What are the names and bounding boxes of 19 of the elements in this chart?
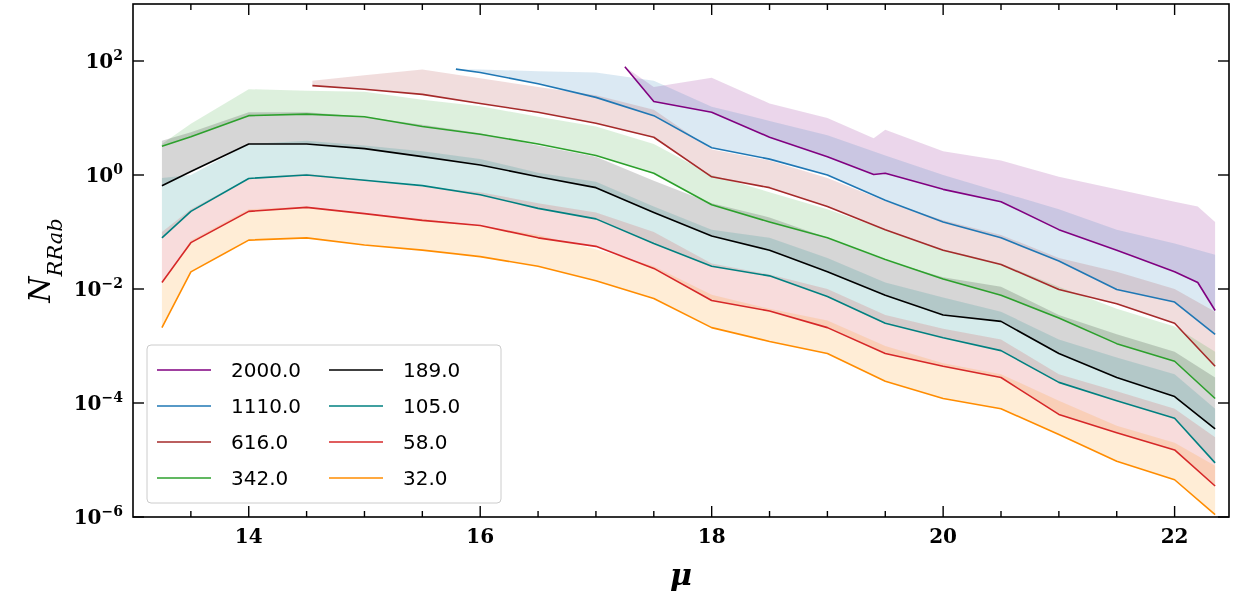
- legend-label: 32.0: [403, 466, 448, 490]
- y-tick-label: 10$^{2}$: [85, 47, 123, 73]
- x-axis-title: μ: [670, 557, 692, 592]
- y-tick-label: 10$^{−6}$: [73, 503, 123, 529]
- y-tick-label: 10$^{−2}$: [73, 275, 123, 301]
- x-tick-label: 18: [697, 524, 726, 548]
- legend-label: 189.0: [403, 358, 461, 382]
- legend-label: 105.0: [403, 394, 461, 418]
- x-tick-label: 22: [1160, 524, 1189, 548]
- legend-label: 58.0: [403, 430, 448, 454]
- legend-label: 342.0: [231, 466, 289, 490]
- legend-label: 1110.0: [231, 394, 301, 418]
- y-tick-label: 10$^{−4}$: [73, 389, 124, 415]
- legend-label: 616.0: [231, 430, 289, 454]
- x-tick-label: 16: [466, 524, 495, 548]
- legend-label: 2000.0: [231, 358, 301, 382]
- y-tick-label: 10$^{0}$: [85, 161, 124, 187]
- x-tick-label: 20: [929, 524, 958, 548]
- x-tick-label: 14: [234, 524, 263, 548]
